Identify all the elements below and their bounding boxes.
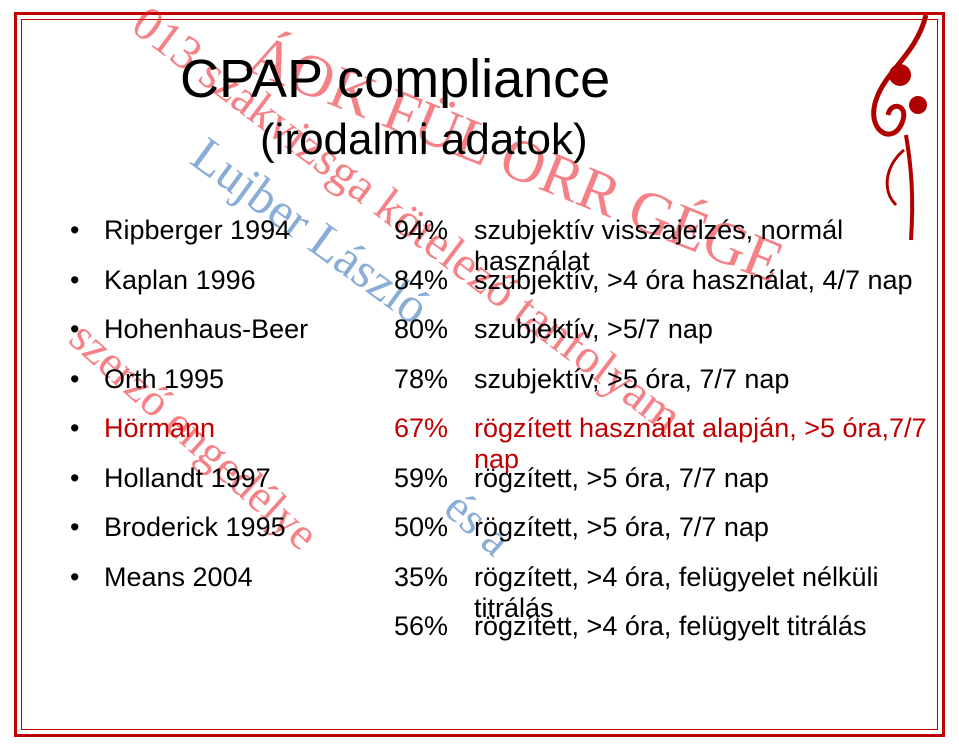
author-cell: Hohenhaus-Beer — [104, 314, 394, 345]
percent-cell: 78% — [394, 364, 474, 395]
data-table: •Ripberger 199494%szubjektív visszajelzé… — [70, 215, 959, 661]
table-row: •Hollandt 199759%rögzített, >5 óra, 7/7 … — [70, 463, 959, 513]
percent-cell: 84% — [394, 265, 474, 296]
title-line1: CPAP compliance — [180, 48, 610, 110]
percent-cell: 94% — [394, 215, 474, 246]
description-cell: szubjektív, >5 óra, 7/7 nap — [474, 364, 959, 395]
table-row: •Broderick 199550%rögzített, >5 óra, 7/7… — [70, 512, 959, 562]
table-row: 56%rögzített, >4 óra, felügyelt titrálás — [70, 611, 959, 661]
bullet: • — [70, 465, 104, 492]
table-row: •Hohenhaus-Beer80%szubjektív, >5/7 nap — [70, 314, 959, 364]
author-cell: Kaplan 1996 — [104, 265, 394, 296]
author-cell: Orth 1995 — [104, 364, 394, 395]
table-row: •Orth 199578%szubjektív, >5 óra, 7/7 nap — [70, 364, 959, 414]
percent-cell: 59% — [394, 463, 474, 494]
description-cell: rögzített, >5 óra, 7/7 nap — [474, 463, 959, 494]
author-cell: Means 2004 — [104, 562, 394, 593]
description-cell: szubjektív, >4 óra használat, 4/7 nap — [474, 265, 959, 296]
author-cell: Ripberger 1994 — [104, 215, 394, 246]
bullet: • — [70, 366, 104, 393]
percent-cell: 56% — [394, 611, 474, 642]
bullet: • — [70, 415, 104, 442]
author-cell: Hollandt 1997 — [104, 463, 394, 494]
slide-content: CPAP compliance (irodalmi adatok) •Ripbe… — [0, 0, 959, 749]
percent-cell: 50% — [394, 512, 474, 543]
bullet: • — [70, 514, 104, 541]
percent-cell: 80% — [394, 314, 474, 345]
table-row: •Kaplan 199684%szubjektív, >4 óra haszná… — [70, 265, 959, 315]
author-cell: Hörmann — [104, 413, 394, 444]
title-line2: (irodalmi adatok) — [260, 115, 588, 165]
table-row: •Hörmann67%rögzített használat alapján, … — [70, 413, 959, 463]
bullet: • — [70, 267, 104, 294]
bullet: • — [70, 217, 104, 244]
description-cell: szubjektív, >5/7 nap — [474, 314, 959, 345]
bullet: • — [70, 564, 104, 591]
description-cell: rögzített, >5 óra, 7/7 nap — [474, 512, 959, 543]
percent-cell: 35% — [394, 562, 474, 593]
percent-cell: 67% — [394, 413, 474, 444]
description-cell: rögzített, >4 óra, felügyelt titrálás — [474, 611, 959, 642]
author-cell: Broderick 1995 — [104, 512, 394, 543]
table-row: •Ripberger 199494%szubjektív visszajelzé… — [70, 215, 959, 265]
bullet: • — [70, 316, 104, 343]
table-row: •Means 200435%rögzített, >4 óra, felügye… — [70, 562, 959, 612]
